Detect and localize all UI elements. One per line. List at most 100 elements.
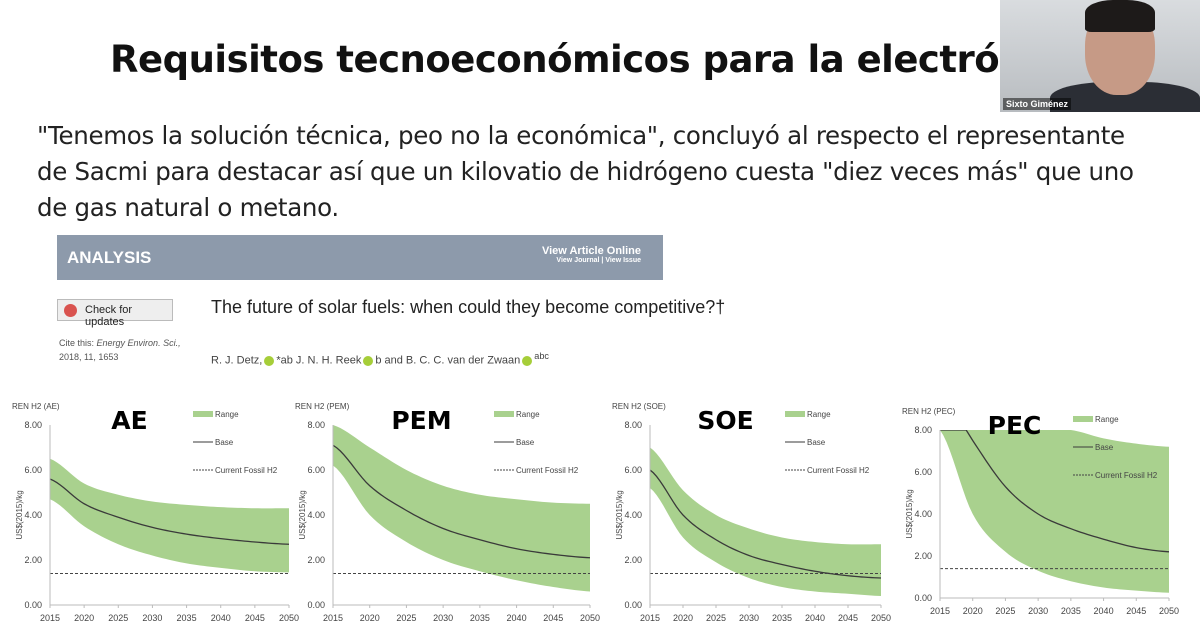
citation: Cite this: Energy Environ. Sci., 2018, 11… [59, 336, 181, 364]
y-tick-label: 6.00 [24, 465, 42, 475]
y-tick-label: 0.00 [24, 600, 42, 610]
y-tick-label: 4.00 [914, 509, 932, 519]
x-tick-label: 2040 [1094, 606, 1114, 616]
x-tick-label: 2020 [360, 613, 380, 623]
y-tick-label: 8.00 [307, 420, 325, 430]
legend-range-swatch [494, 411, 514, 417]
x-tick-label: 2050 [1159, 606, 1179, 616]
legend-fossil: Current Fossil H2 [215, 466, 278, 475]
cite-label: Cite this: [59, 338, 95, 348]
x-tick-label: 2040 [211, 613, 231, 623]
x-tick-label: 2025 [396, 613, 416, 623]
y-tick-label: 2.00 [914, 551, 932, 561]
legend-fossil: Current Fossil H2 [1095, 471, 1158, 480]
x-tick-label: 2025 [706, 613, 726, 623]
x-tick-label: 2015 [640, 613, 660, 623]
chart-pec: 0.00 2.00 4.00 6.00 8.00 2015 2020 2025 2030 2035… [902, 407, 1179, 616]
chart-title: REN H2 (SOE) [612, 402, 666, 411]
x-tick-label: 2050 [580, 613, 600, 623]
legend-base: Base [516, 438, 535, 447]
range-band [333, 425, 590, 592]
legend-base: Base [807, 438, 826, 447]
x-tick-label: 2050 [279, 613, 299, 623]
y-axis-label: US$(2015)/kg [905, 489, 914, 538]
x-tick-label: 2035 [177, 613, 197, 623]
x-tick-label: 2030 [433, 613, 453, 623]
x-tick-label: 2030 [739, 613, 759, 623]
view-links: View Journal | View Issue [556, 257, 641, 264]
x-tick-label: 2045 [838, 613, 858, 623]
authors: R. J. Detz, *ab J. N. H. Reek b and B. C. … [211, 351, 549, 367]
x-tick-label: 2025 [995, 606, 1015, 616]
chart-overlay-label: AE [111, 406, 147, 435]
y-tick-label: 0.00 [914, 593, 932, 603]
y-tick-label: 8.00 [624, 420, 642, 430]
x-tick-label: 2030 [142, 613, 162, 623]
base-line [650, 469, 881, 579]
legend-range: Range [215, 410, 239, 419]
chart-overlay-label: PEC [988, 411, 1042, 440]
x-tick-label: 2020 [673, 613, 693, 623]
y-tick-label: 0.00 [624, 600, 642, 610]
x-tick-label: 2040 [507, 613, 527, 623]
y-tick-label: 6.00 [914, 467, 932, 477]
view-article-online: View Article Online View Journal | View I… [542, 245, 641, 264]
base-line [940, 430, 1169, 553]
y-tick-label: 0.00 [307, 600, 325, 610]
y-axis-label: US$(2015)/kg [615, 490, 624, 539]
y-tick-label: 8.00 [914, 425, 932, 435]
legend-range-swatch [193, 411, 213, 417]
range-band [650, 447, 881, 596]
crossmark-icon [64, 304, 77, 317]
y-tick-label: 6.00 [624, 465, 642, 475]
x-tick-label: 2040 [805, 613, 825, 623]
legend-fossil: Current Fossil H2 [516, 466, 579, 475]
base-line [50, 478, 289, 545]
x-tick-label: 2045 [543, 613, 563, 623]
range-band [50, 458, 289, 573]
check-updates-label: Check for updates [85, 304, 133, 328]
y-tick-label: 4.00 [624, 510, 642, 520]
author: R. J. Detz, [211, 354, 263, 367]
author: *ab J. N. H. Reek [276, 354, 362, 367]
x-tick-label: 2020 [74, 613, 94, 623]
legend-range-swatch [1073, 416, 1093, 422]
x-tick-label: 2020 [963, 606, 983, 616]
x-tick-label: 2035 [470, 613, 490, 623]
x-tick-label: 2025 [108, 613, 128, 623]
chart-overlay-label: PEM [391, 406, 451, 435]
legend-fossil: Current Fossil H2 [807, 466, 870, 475]
chart-title: REN H2 (AE) [12, 402, 60, 411]
cite-ref: 2018, 11, 1653 [59, 352, 119, 362]
webcam-tile: Sixto Giménez [1000, 0, 1200, 112]
author-affil: abc [534, 351, 550, 361]
slide-quote: "Tenemos la solución técnica, peo no la … [37, 121, 1134, 222]
legend-base: Base [1095, 443, 1114, 452]
chart-soe: 0.00 2.00 4.00 6.00 8.00 2015 2020 2025 2030 2035… [612, 402, 891, 623]
legend-range: Range [807, 410, 831, 419]
author: b and B. C. C. van der Zwaan [375, 354, 521, 367]
section-label: ANALYSIS [67, 248, 152, 267]
x-tick-label: 2015 [40, 613, 60, 623]
x-tick-label: 2035 [1061, 606, 1081, 616]
cite-journal: Energy Environ. Sci., [96, 338, 181, 348]
participant-name: Sixto Giménez [1003, 98, 1072, 110]
y-tick-label: 2.00 [307, 555, 325, 565]
legend-range: Range [1095, 415, 1119, 424]
base-line [333, 444, 590, 559]
x-tick-label: 2050 [871, 613, 891, 623]
y-tick-label: 8.00 [24, 420, 42, 430]
y-axis-label: US$(2015)/kg [15, 490, 24, 539]
chart-pem: 0.00 2.00 4.00 6.00 8.00 2015 2020 2025 2030 2035… [295, 402, 600, 623]
orcid-icon [363, 355, 374, 366]
legend-base: Base [215, 438, 234, 447]
x-tick-label: 2035 [772, 613, 792, 623]
slide-title: Requisitos tecnoeconómicos para la elect… [110, 38, 1079, 81]
orcid-icon [264, 355, 275, 366]
article-banner: ANALYSIS View Article Online View Journal… [57, 235, 663, 280]
paper-title: The future of solar fuels: when could th… [211, 297, 726, 317]
y-axis-label: US$(2015)/kg [298, 490, 307, 539]
x-tick-label: 2045 [1126, 606, 1146, 616]
y-tick-label: 2.00 [24, 555, 42, 565]
